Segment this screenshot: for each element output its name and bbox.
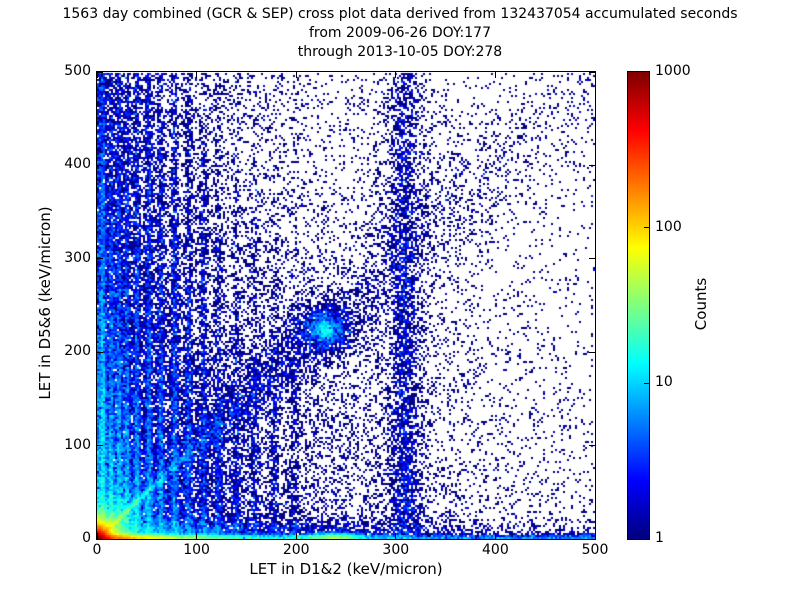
y-tick-mark-right (589, 258, 595, 260)
y-tick-mark-left (97, 164, 103, 166)
figure-title-line1: 1563 day combined (GCR & SEP) cross plot… (62, 6, 738, 22)
y-axis-label: LET in D5&6 (keV/micron) (36, 206, 54, 400)
y-tick-mark-right (589, 71, 595, 73)
figure-title-line3: through 2013-10-05 DOY:278 (297, 44, 503, 60)
x-tick-label: 200 (282, 542, 310, 558)
x-tick-mark-bottom (96, 533, 98, 539)
colorbar-tick-label: 1 (655, 530, 664, 546)
x-tick-mark-bottom (395, 533, 397, 539)
y-tick-label: 500 (64, 63, 91, 79)
x-tick-label: 100 (183, 542, 210, 558)
colorbar-tick-mark (644, 227, 649, 229)
x-tick-mark-bottom (594, 533, 596, 539)
y-tick-mark-right (589, 445, 595, 447)
x-tick-mark-top (594, 72, 596, 78)
x-tick-mark-bottom (196, 533, 198, 539)
y-tick-label: 100 (64, 436, 91, 453)
x-tick-mark-bottom (295, 533, 297, 539)
x-tick-mark-top (96, 72, 98, 78)
x-tick-mark-top (295, 72, 297, 78)
plot-frame (96, 71, 596, 540)
x-tick-mark-top (196, 72, 198, 78)
colorbar-tick-mark (644, 382, 649, 384)
x-tick-mark-top (494, 72, 496, 78)
colorbar-tick-label: 10 (655, 374, 673, 391)
y-tick-label: 200 (64, 343, 91, 360)
y-tick-label: 0 (82, 530, 91, 546)
x-tick-label: 500 (581, 542, 609, 558)
x-axis-label: LET in D1&2 (keV/micron) (249, 560, 443, 578)
x-tick-mark-bottom (494, 533, 496, 539)
colorbar-frame (627, 71, 650, 540)
y-tick-mark-right (589, 164, 595, 166)
x-tick-mark-top (395, 72, 397, 78)
y-tick-mark-left (97, 71, 103, 73)
colorbar-tick-label: 1000 (655, 63, 691, 79)
colorbar-tick-label: 100 (655, 218, 682, 235)
scatter-heatmap-canvas (97, 72, 595, 539)
figure-title-line2: from 2009-06-26 DOY:177 (308, 25, 491, 41)
colorbar-axis-label: Counts (692, 277, 710, 331)
y-tick-mark-left (97, 445, 103, 447)
y-tick-mark-right (589, 351, 595, 353)
y-tick-mark-left (97, 351, 103, 353)
y-tick-label: 300 (64, 249, 91, 266)
x-tick-label: 0 (92, 542, 102, 558)
x-tick-label: 300 (382, 542, 410, 558)
y-tick-label: 400 (64, 156, 91, 173)
y-tick-mark-left (97, 538, 103, 540)
y-tick-mark-right (589, 538, 595, 540)
colorbar-canvas (628, 72, 649, 539)
x-tick-label: 400 (482, 542, 509, 558)
y-tick-mark-left (97, 258, 103, 260)
